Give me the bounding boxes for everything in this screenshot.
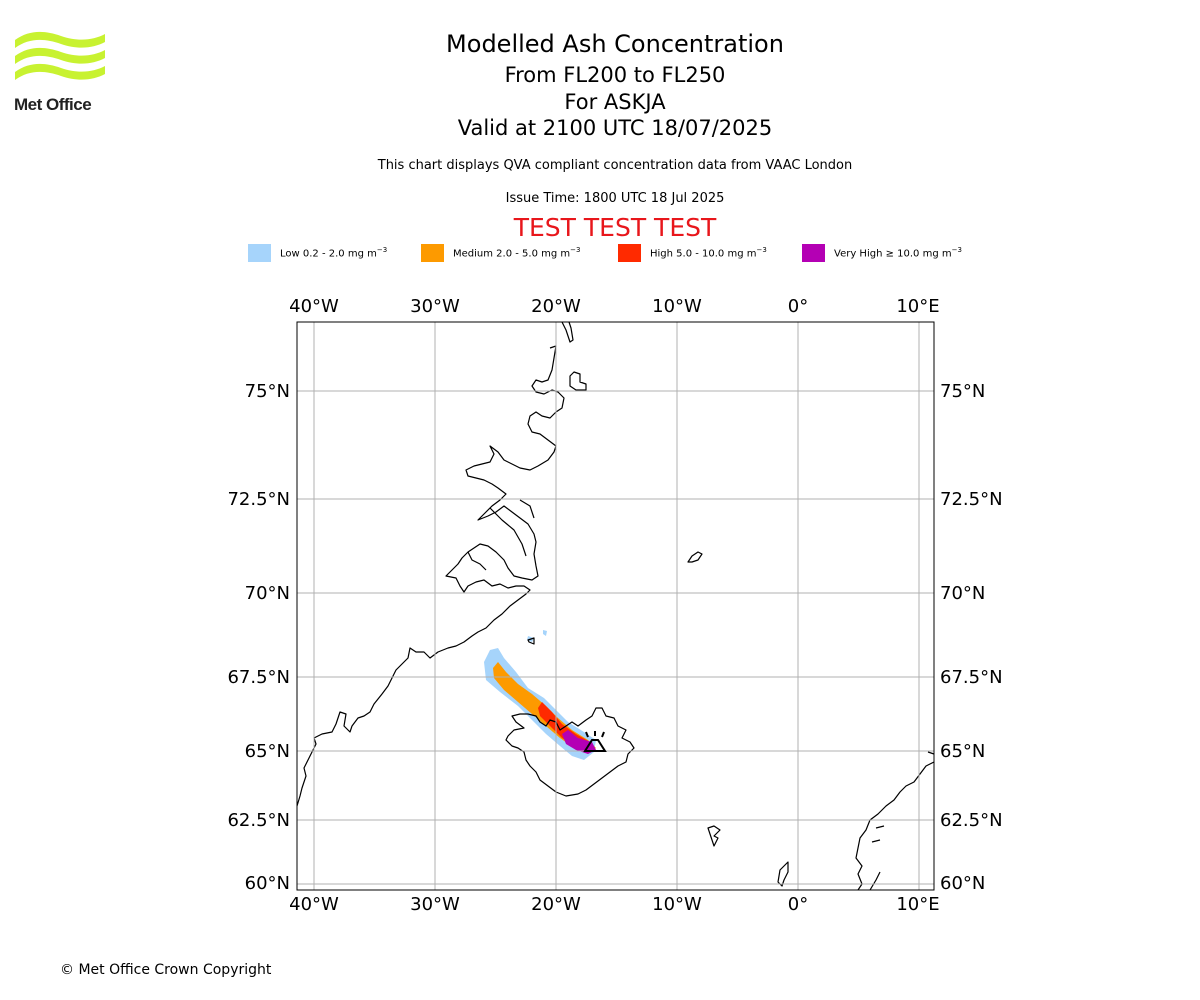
volcano-name: For ASKJA	[564, 90, 666, 114]
issue-time: Issue Time: 1800 UTC 18 Jul 2025	[505, 191, 725, 206]
legend-label-low: Low 0.2 - 2.0 mg m−3	[280, 246, 388, 260]
lat-label-right-60n: 60°N	[940, 873, 985, 894]
lat-label-left-75n: 75°N	[245, 381, 290, 402]
lat-labels-left: 75°N 72.5°N 70°N 67.5°N 65°N 62.5°N 60°N	[227, 381, 290, 894]
lat-labels-right: 75°N 72.5°N 70°N 67.5°N 65°N 62.5°N 60°N	[940, 381, 1003, 894]
lat-label-left-62-5n: 62.5°N	[227, 810, 290, 831]
lon-label-top-30w: 30°W	[410, 296, 460, 317]
greenland-island-1	[569, 371, 587, 391]
map-frame	[296, 321, 935, 891]
valid-time: Valid at 2100 UTC 18/07/2025	[457, 116, 773, 140]
legend-label-medium: Medium 2.0 - 5.0 mg m−3	[453, 246, 581, 260]
greenland-island-2	[527, 637, 535, 645]
chart-title: Modelled Ash Concentration	[446, 30, 784, 58]
jan-mayen-coast	[687, 551, 703, 563]
legend-swatch-medium	[421, 244, 444, 262]
lat-label-right-72-5n: 72.5°N	[940, 489, 1003, 510]
lat-label-left-67-5n: 67.5°N	[227, 667, 290, 688]
lat-label-left-60n: 60°N	[245, 873, 290, 894]
volcano-icon	[583, 731, 607, 752]
lat-label-left-65n: 65°N	[245, 741, 290, 762]
shetland-coast	[777, 861, 789, 887]
test-banner: TEST TEST TEST	[513, 213, 717, 242]
lat-label-right-62-5n: 62.5°N	[940, 810, 1003, 831]
lon-label-bottom-10w: 10°W	[652, 894, 702, 915]
legend-swatch-high	[618, 244, 641, 262]
ash-plume	[484, 630, 596, 760]
coastlines	[296, 321, 935, 891]
legend-label-high: High 5.0 - 10.0 mg m−3	[650, 246, 767, 260]
legend-swatch-very-high	[802, 244, 825, 262]
norway-coast	[855, 761, 935, 891]
info-text: This chart displays QVA compliant concen…	[377, 158, 853, 173]
met-office-logo: Met Office	[14, 30, 109, 114]
lon-label-top-10e: 10°E	[896, 296, 939, 317]
greenland-coast	[296, 321, 574, 807]
lon-label-top-10w: 10°W	[652, 296, 702, 317]
lat-label-left-72-5n: 72.5°N	[227, 489, 290, 510]
greenland-fjord-3	[519, 499, 535, 519]
lat-label-right-65n: 65°N	[940, 741, 985, 762]
faroe-islands-coast	[707, 825, 721, 847]
iceland-coast	[505, 707, 635, 797]
lon-labels-top: 40°W 30°W 20°W 10°W 0° 10°E	[289, 296, 939, 317]
graticule	[297, 322, 934, 890]
lon-label-bottom-20w: 20°W	[531, 894, 581, 915]
norway-island	[927, 751, 935, 755]
copyright: © Met Office Crown Copyright	[60, 962, 272, 978]
lat-label-right-67-5n: 67.5°N	[940, 667, 1003, 688]
lat-label-right-70n: 70°N	[940, 583, 985, 604]
lon-label-top-40w: 40°W	[289, 296, 339, 317]
legend: Low 0.2 - 2.0 mg m−3 Medium 2.0 - 5.0 mg…	[0, 244, 1200, 264]
lon-labels-bottom: 40°W 30°W 20°W 10°W 0° 10°E	[289, 894, 939, 915]
lon-label-top-20w: 20°W	[531, 296, 581, 317]
ash-low-fleck-2	[543, 630, 547, 636]
lon-label-bottom-40w: 40°W	[289, 894, 339, 915]
legend-swatch-low	[248, 244, 271, 262]
lon-label-bottom-30w: 30°W	[410, 894, 460, 915]
met-office-waves-icon	[15, 31, 105, 80]
lon-label-top-0: 0°	[788, 296, 808, 317]
flight-level-range: From FL200 to FL250	[504, 63, 726, 87]
greenland-fjord-2	[489, 507, 527, 557]
lon-label-bottom-10e: 10°E	[896, 894, 939, 915]
greenland-fjord-1	[467, 551, 487, 571]
lat-label-right-75n: 75°N	[940, 381, 985, 402]
lon-label-bottom-0: 0°	[788, 894, 808, 915]
legend-label-very-high: Very High ≥ 10.0 mg m−3	[834, 246, 962, 260]
met-office-logo-text: Met Office	[14, 95, 92, 114]
lat-label-left-70n: 70°N	[245, 583, 290, 604]
